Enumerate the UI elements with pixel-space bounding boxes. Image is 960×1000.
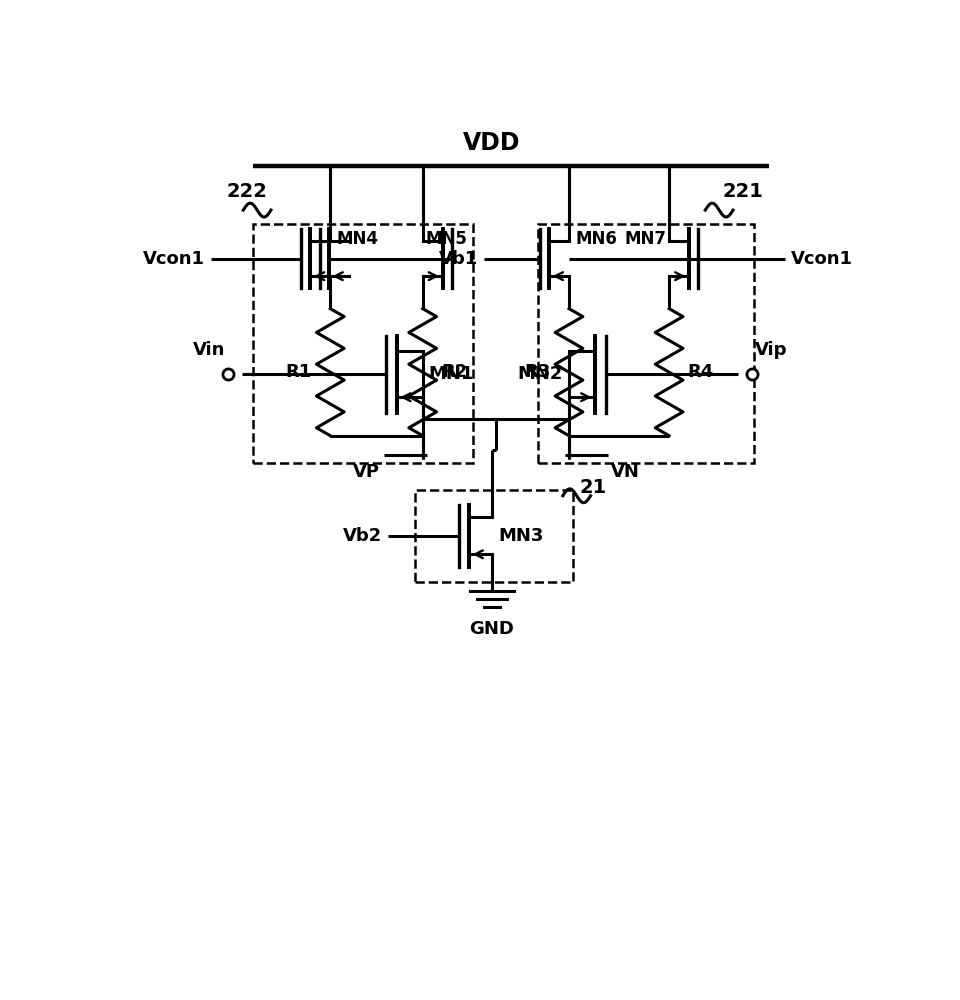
Text: 221: 221 bbox=[723, 182, 764, 201]
Text: MN4: MN4 bbox=[336, 230, 378, 248]
Text: MN1: MN1 bbox=[429, 365, 474, 383]
Text: Vin: Vin bbox=[192, 341, 225, 359]
Bar bbox=[253, 224, 472, 463]
Text: 21: 21 bbox=[579, 478, 607, 497]
Text: MN7: MN7 bbox=[624, 230, 666, 248]
Text: GND: GND bbox=[469, 620, 515, 639]
Text: Vb2: Vb2 bbox=[343, 527, 382, 545]
Text: MN6: MN6 bbox=[575, 230, 617, 248]
Text: Vb1: Vb1 bbox=[439, 250, 478, 268]
Text: VN: VN bbox=[612, 463, 640, 481]
Text: R1: R1 bbox=[285, 363, 312, 381]
Text: MN5: MN5 bbox=[426, 230, 468, 248]
Text: 222: 222 bbox=[227, 182, 267, 201]
Bar bbox=[539, 224, 754, 463]
Text: MN3: MN3 bbox=[498, 527, 543, 545]
Text: Vcon1: Vcon1 bbox=[791, 250, 852, 268]
Bar bbox=[415, 490, 573, 582]
Text: R4: R4 bbox=[687, 363, 714, 381]
Text: Vip: Vip bbox=[756, 341, 788, 359]
Text: VP: VP bbox=[353, 463, 380, 481]
Text: R3: R3 bbox=[524, 363, 550, 381]
Text: VDD: VDD bbox=[464, 131, 520, 155]
Text: Vcon1: Vcon1 bbox=[143, 250, 204, 268]
Text: MN2: MN2 bbox=[517, 365, 563, 383]
Text: R2: R2 bbox=[442, 363, 468, 381]
